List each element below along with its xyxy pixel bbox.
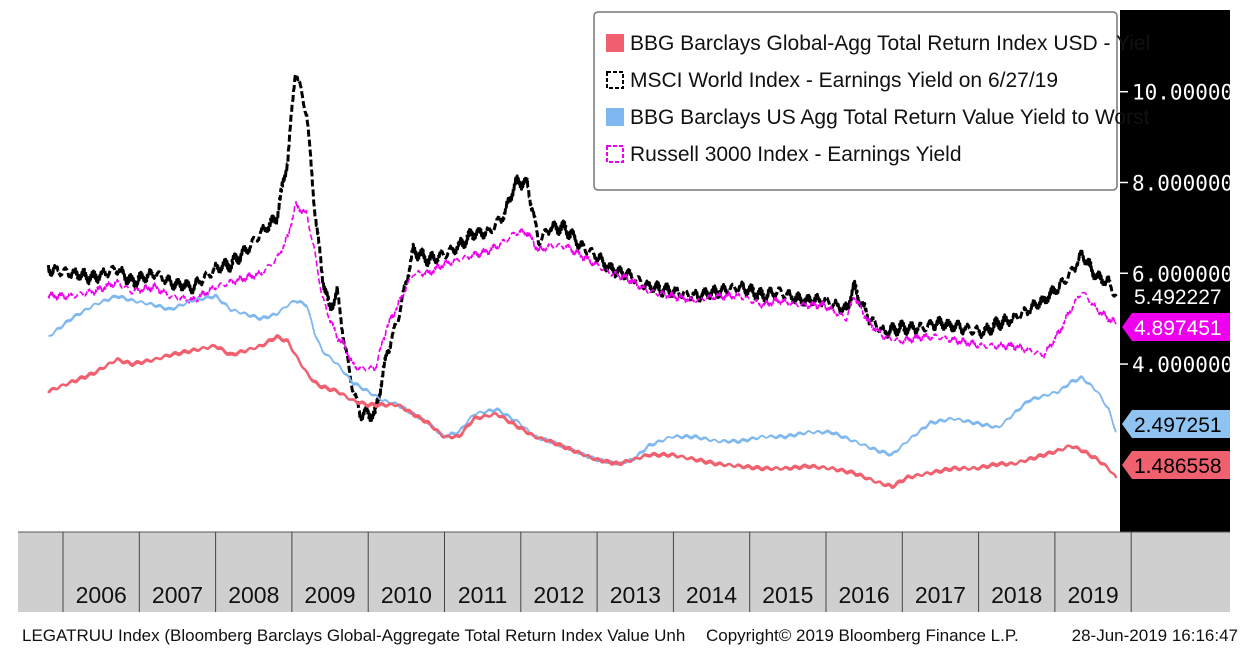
badge-label: 5.492227: [1134, 286, 1222, 309]
y-tick-label: 8.000000: [1132, 171, 1233, 195]
y-tick-label: 4.000000: [1132, 353, 1233, 377]
x-axis-band: [18, 532, 1230, 612]
last-value-badge: 2.497251: [1122, 410, 1230, 438]
last-value-badges: 5.492227 4.897451 2.497251 1.486558: [1122, 282, 1230, 479]
x-tick-label: 2013: [610, 582, 661, 608]
badge-shape: [1122, 451, 1230, 479]
right-axis-panel: [1120, 10, 1230, 532]
last-value-badge: 1.486558: [1122, 451, 1230, 479]
last-value-badge: 5.492227: [1122, 282, 1230, 310]
badge-label: 4.897451: [1134, 317, 1222, 340]
badge-label: 2.497251: [1134, 414, 1222, 437]
x-tick-label: 2008: [228, 582, 279, 608]
y-tick-label: 10.000000: [1132, 81, 1243, 105]
badge-label: 1.486558: [1134, 455, 1222, 478]
badge-shape: [1122, 313, 1230, 341]
legend-swatch: [606, 145, 624, 163]
legend-swatch: [606, 71, 624, 89]
x-tick-label: 2011: [458, 582, 507, 608]
x-tick-label: 2019: [1068, 582, 1119, 608]
footer-timestamp: 28-Jun-2019 16:16:47: [1072, 626, 1238, 645]
legend-item: MSCI World Index - Earnings Yield on 6/2…: [606, 69, 1058, 92]
legend-label: MSCI World Index - Earnings Yield on 6/2…: [630, 69, 1058, 92]
series-line: [47, 201, 1117, 373]
legend-item: BBG Barclays Global-Agg Total Return Ind…: [606, 32, 1150, 55]
legend-swatch: [606, 34, 624, 52]
x-tick-label: 2012: [533, 582, 584, 608]
x-tick-label: 2006: [76, 582, 127, 608]
legend-box: [593, 11, 1118, 191]
legend-item: Russell 3000 Index - Earnings Yield: [606, 143, 962, 166]
x-tick-label: 2009: [304, 582, 355, 608]
badge-shape: [1122, 282, 1230, 310]
plot-area: [46, 72, 1118, 489]
legend: BBG Barclays Global-Agg Total Return Ind…: [593, 11, 1150, 191]
x-axis: 2006 2007 2008 2009 2010 2011 2012 2013 2014 2015…: [62, 532, 1132, 612]
x-tick-label: 2016: [839, 582, 890, 608]
x-tick-label: 2010: [381, 582, 432, 608]
legend-item: BBG Barclays US Agg Total Return Value Y…: [606, 106, 1150, 129]
footer-left-text: LEGATRUU Index (Bloomberg Barclays Globa…: [22, 626, 685, 645]
series-line: [48, 293, 1117, 466]
x-tick-label: 2018: [991, 582, 1042, 608]
series-line: [47, 334, 1118, 489]
last-value-badge: 4.897451: [1122, 313, 1230, 341]
x-tick-label: 2007: [152, 582, 203, 608]
x-tick-label: 2015: [762, 582, 813, 608]
legend-swatch: [606, 108, 624, 126]
legend-label: Russell 3000 Index - Earnings Yield: [630, 143, 962, 166]
x-tick-label: 2014: [686, 582, 737, 608]
x-tick-label: 2017: [915, 582, 966, 608]
badge-shape: [1122, 410, 1230, 438]
legend-label: BBG Barclays US Agg Total Return Value Y…: [630, 106, 1150, 129]
legend-label: BBG Barclays Global-Agg Total Return Ind…: [630, 32, 1150, 55]
footer-copyright: Copyright© 2019 Bloomberg Finance L.P.: [706, 626, 1019, 645]
series-line: [46, 72, 1118, 422]
